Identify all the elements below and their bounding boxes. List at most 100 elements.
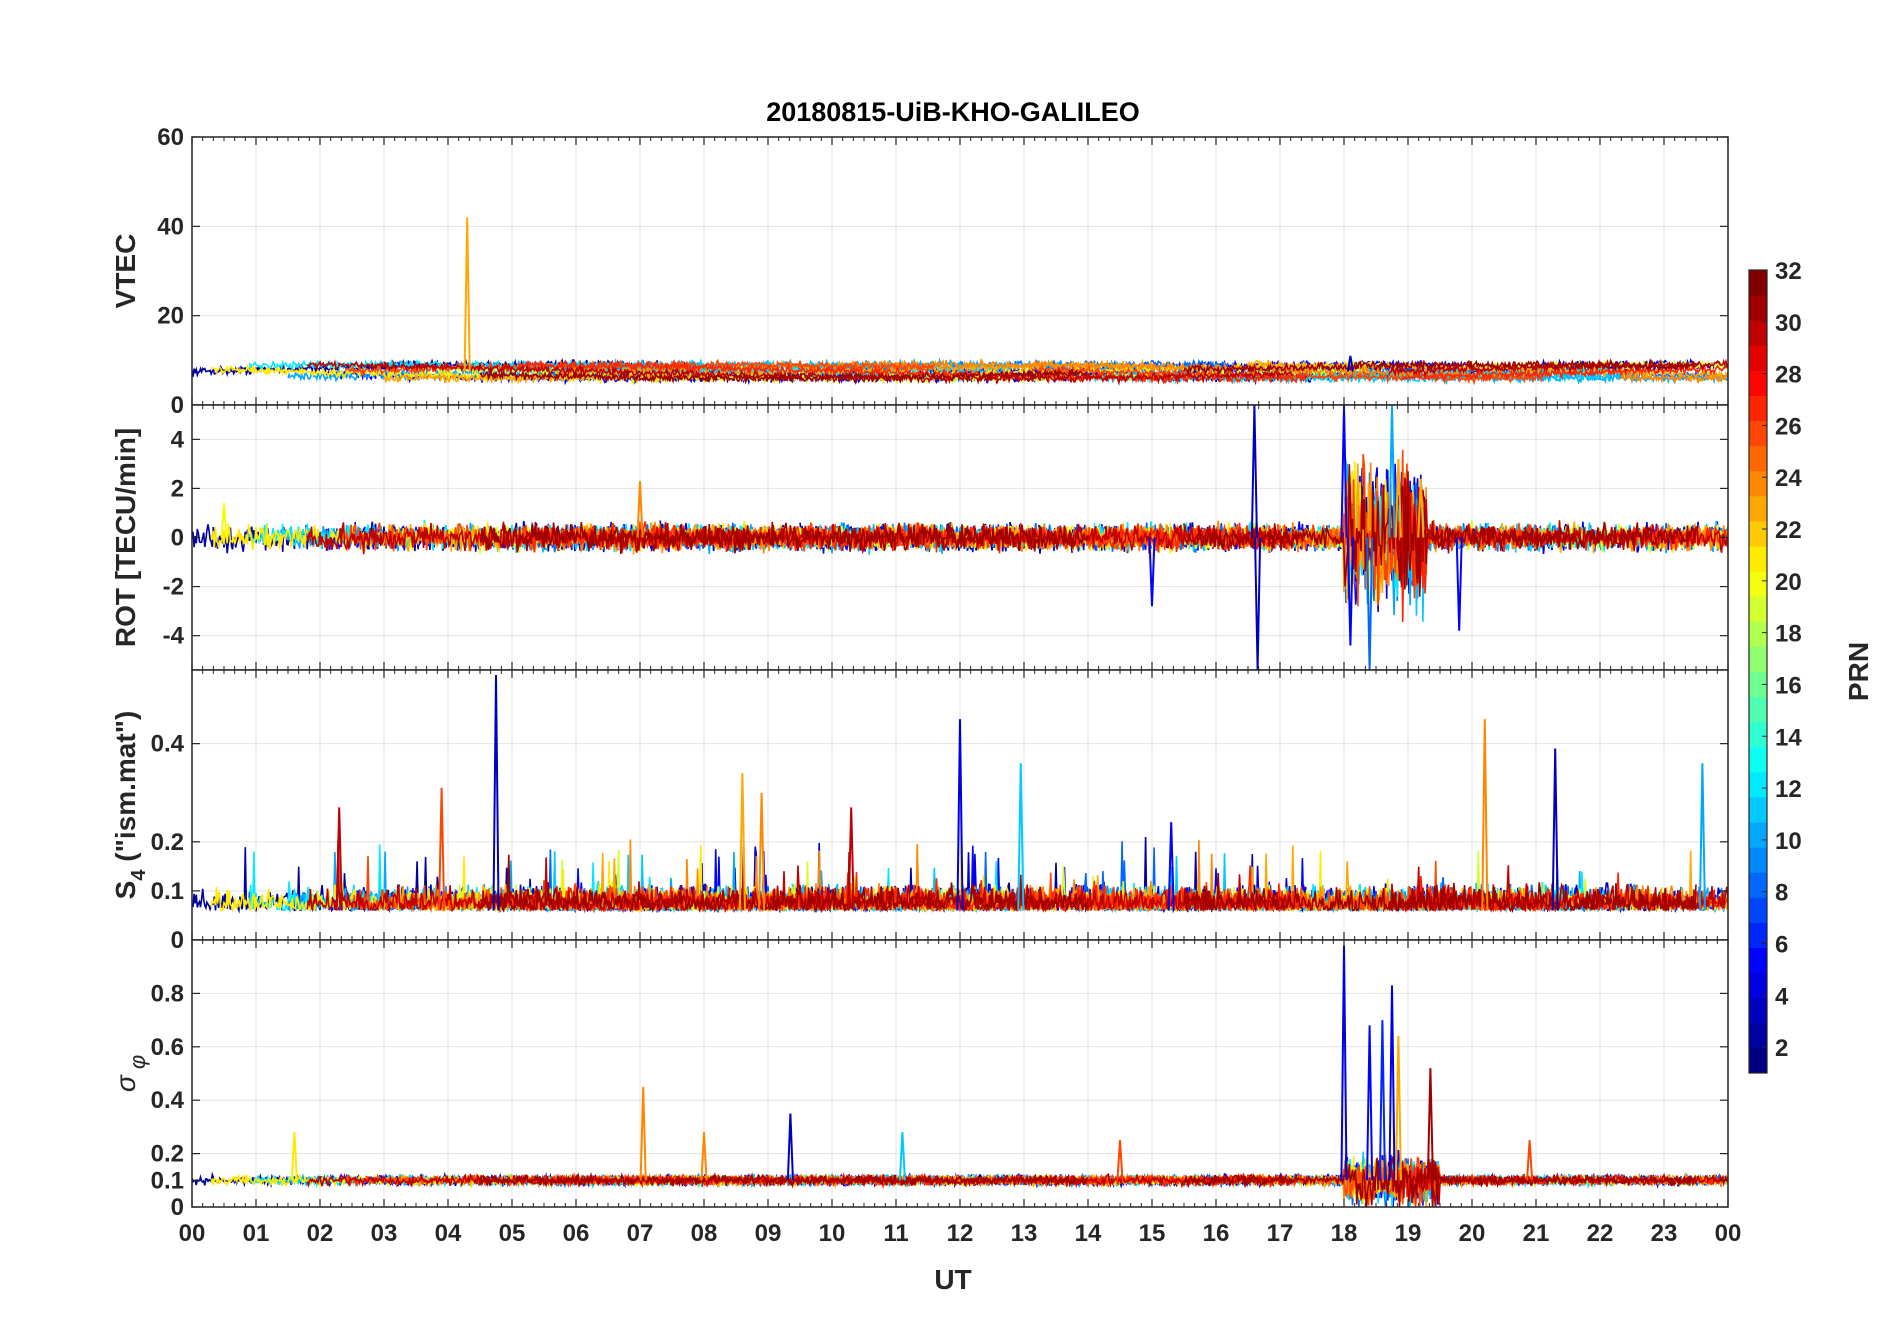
series-line-prn-24: [1619, 372, 1728, 385]
colorbar-tick-label: 12: [1775, 776, 1802, 803]
colorbar-segment: [1749, 621, 1767, 647]
spike-prn-5: [1167, 822, 1175, 911]
y-tick-label: 0.4: [151, 731, 185, 758]
x-tick-label: 00: [1715, 1220, 1742, 1247]
spike-prn-23: [463, 217, 471, 372]
spike-prn-3: [786, 1113, 794, 1181]
x-tick-labels: 00 01 02 03 04 05 06 07 08 09 10 11 12 13 14 15 16 17 18 19…: [179, 1220, 1742, 1247]
colorbar-tick-label: 18: [1775, 621, 1802, 648]
spike-prn-23: [1394, 458, 1402, 538]
y-tick-label: -4: [163, 623, 185, 650]
x-tick-label: 00: [179, 1220, 206, 1247]
colorbar-tick-label: 26: [1775, 413, 1802, 440]
x-tick-label: 01: [243, 1220, 270, 1247]
colorbar-segment: [1749, 721, 1767, 748]
x-tick-label: 03: [371, 1220, 398, 1247]
series-line-prn-31: [479, 521, 1089, 554]
spike-prn-11: [1017, 763, 1025, 911]
colorbar-tick-label: 14: [1775, 724, 1802, 751]
y-tick-label: 0: [171, 525, 184, 552]
series-line-prn-27: [517, 358, 1307, 385]
x-tick-label: 09: [755, 1220, 782, 1247]
series-line-prn-31: [1183, 358, 1697, 376]
x-tick-label: 12: [947, 1220, 974, 1247]
spike-prn-31: [1426, 1068, 1434, 1181]
y-tick-label: 0: [171, 1194, 184, 1221]
spike-prn-3: [492, 674, 500, 911]
spike-prn-5: [1366, 1025, 1374, 1181]
x-tick-label: 11: [883, 1220, 908, 1247]
x-tick-label: 21: [1523, 1220, 1550, 1247]
y-tick-label: 60: [157, 124, 184, 151]
colorbar-tick-label: 20: [1775, 569, 1802, 596]
series-line-prn-31: [1183, 872, 1697, 914]
x-tick-label: 22: [1587, 1220, 1614, 1247]
x-tick-label: 15: [1139, 1220, 1166, 1247]
y-tick-label: 40: [157, 213, 184, 240]
spike-prn-5: [1340, 405, 1348, 538]
spike-prn-23: [738, 773, 746, 911]
y-tick-label: -2: [163, 574, 184, 601]
colorbar-tick-label: 32: [1775, 258, 1802, 285]
colorbar-tick-label: 6: [1775, 931, 1788, 958]
colorbar-segment: [1749, 822, 1767, 848]
spike-prn-21: [290, 1132, 298, 1181]
y-tick-label: 4: [171, 426, 185, 453]
y-tick-label: 0.2: [151, 829, 184, 856]
spike-prn-26: [1526, 1140, 1534, 1181]
spike-prn-10: [1388, 405, 1396, 538]
y-axis-label-s4: S4 ("ism.mat"): [110, 711, 150, 900]
spike-prn-23: [1417, 478, 1425, 538]
colorbar-tick-label: 30: [1775, 310, 1802, 337]
x-ticks: [191, 670, 1729, 940]
panel-sigma_phi: 00.10.2 0.4 0.6 0.8 σ φ: [110, 939, 1729, 1221]
spike-prn-4: [1346, 355, 1354, 372]
colorbar-segment: [1749, 420, 1767, 447]
series-group: [192, 405, 1728, 670]
spike-prn-24: [700, 1132, 708, 1181]
grid: [192, 137, 1728, 405]
spike-prn-4: [956, 719, 964, 911]
spike-prn-3: [1551, 748, 1559, 911]
y-axis-label-sigma_phi: σ φ: [110, 1055, 150, 1092]
colorbar-tick-label: 24: [1775, 465, 1802, 492]
spike-prn-24: [639, 1086, 647, 1181]
spike-prn-24: [636, 481, 644, 538]
spike-prn-20: [220, 503, 228, 538]
colorbar-segment: [1749, 1022, 1767, 1049]
spike-prn-30: [847, 807, 855, 911]
colorbar-segment: [1749, 947, 1767, 974]
y-tick-label: 0.6: [151, 1034, 184, 1061]
y-tick-label: 0.8: [151, 980, 184, 1007]
colorbar-segment: [1749, 320, 1767, 346]
series-line-prn-30: [306, 521, 1294, 555]
colorbar-segment: [1749, 671, 1767, 698]
spike-prn-24: [1481, 719, 1489, 911]
colorbar-tick-label: 22: [1775, 517, 1802, 544]
colorbar-segment: [1749, 796, 1767, 823]
x-axis-label: UT: [934, 1264, 971, 1295]
colorbar-segment: [1749, 571, 1767, 597]
x-ticks: [191, 137, 1729, 405]
colorbar-label: PRN: [1843, 642, 1874, 701]
spike-prn-11: [898, 1132, 906, 1181]
colorbar-segment: [1749, 345, 1767, 371]
series-group: [192, 674, 1728, 914]
x-ticks: [191, 940, 1729, 1207]
x-tick-label: 19: [1395, 1220, 1422, 1247]
x-tick-label: 14: [1075, 1220, 1102, 1247]
y-tick-label: 0: [171, 392, 184, 419]
y-tick-label: 2: [171, 475, 184, 502]
x-tick-label: 10: [819, 1220, 846, 1247]
spike-prn-3: [1254, 537, 1262, 670]
colorbar-segment: [1749, 1047, 1767, 1074]
x-tick-label: 07: [627, 1220, 654, 1247]
x-tick-label: 18: [1331, 1220, 1358, 1247]
panel-rot: -4 -2 0 2 4 ROT [TECU/min]: [110, 404, 1729, 671]
colorbar-segment: [1749, 495, 1767, 522]
colorbar-segment: [1749, 470, 1767, 497]
y-tick-label: 0.2: [151, 1141, 184, 1168]
colorbar-segment: [1749, 520, 1767, 547]
colorbar-segment: [1749, 847, 1767, 873]
